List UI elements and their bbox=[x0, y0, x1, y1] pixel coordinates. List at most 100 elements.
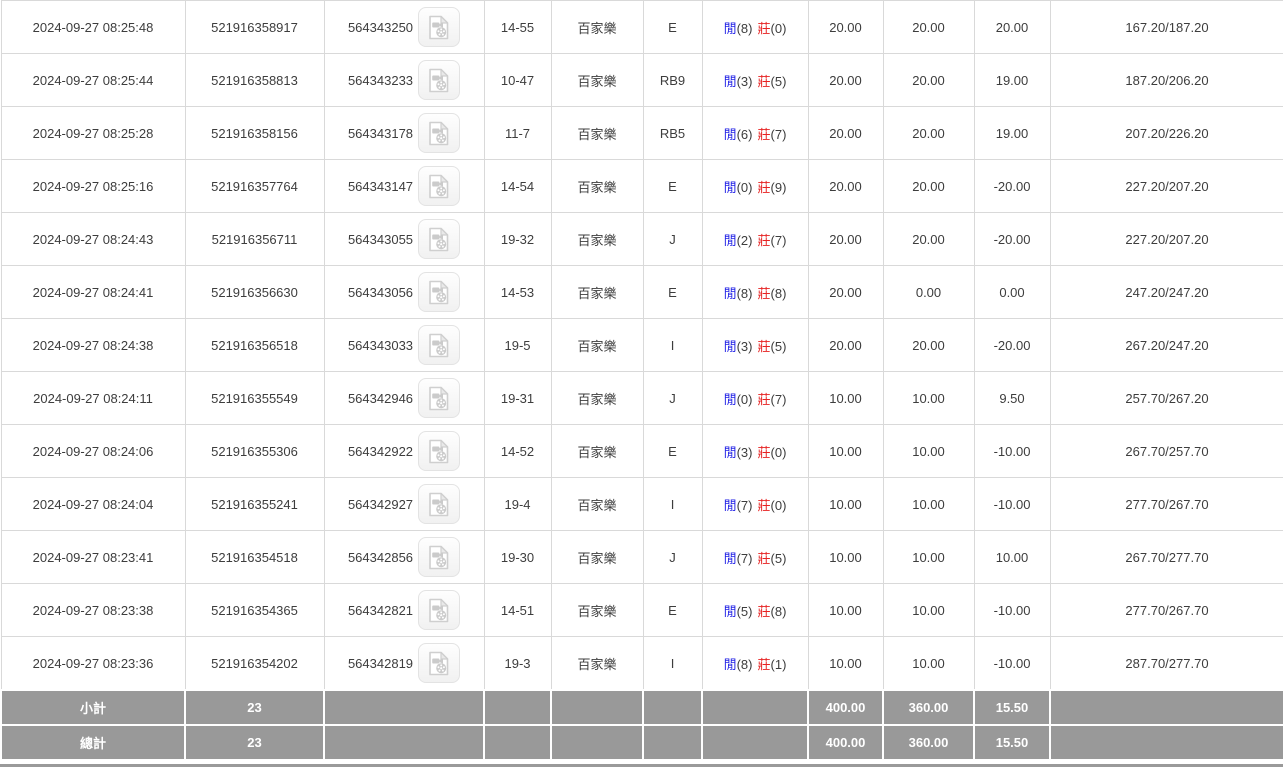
banker-label: 莊 bbox=[757, 497, 771, 513]
video-file-icon bbox=[429, 545, 449, 569]
player-score: 3 bbox=[737, 339, 753, 354]
result-code-cell: RB9 bbox=[642, 53, 703, 107]
banker-label: 莊 bbox=[757, 550, 771, 566]
round-id-cell: 564342821 bbox=[323, 583, 485, 637]
round-id-text: 564342819 bbox=[347, 655, 414, 671]
round-id-wrap: 564342927 bbox=[347, 484, 461, 524]
score-cell: 閒6莊7 bbox=[701, 106, 809, 160]
player-label: 閒 bbox=[723, 656, 737, 672]
grand-total-win-loss: 15.50 bbox=[973, 724, 1051, 761]
video-replay-button[interactable] bbox=[418, 378, 461, 418]
bet-amount-cell: 20.00 bbox=[807, 318, 884, 372]
grand-total-bet-amount: 400.00 bbox=[807, 724, 884, 761]
banker-label: 莊 bbox=[757, 232, 771, 248]
video-replay-button[interactable] bbox=[418, 219, 461, 259]
bet-time-cell: 2024-09-27 08:23:38 bbox=[0, 583, 186, 637]
game-type-cell: 百家樂 bbox=[550, 424, 644, 478]
table-number-cell: 11-7 bbox=[483, 106, 552, 160]
banker-label: 莊 bbox=[757, 338, 771, 354]
win-loss-cell: -20.00 bbox=[973, 159, 1051, 213]
bet-time-cell: 2024-09-27 08:24:06 bbox=[0, 424, 186, 478]
player-label: 閒 bbox=[723, 497, 737, 513]
table-number-cell: 14-55 bbox=[483, 0, 552, 54]
balance-cell: 187.20/206.20 bbox=[1049, 53, 1283, 107]
win-loss-cell: 20.00 bbox=[973, 0, 1051, 54]
bet-amount-cell: 20.00 bbox=[807, 0, 884, 54]
grand-total-label: 總計 bbox=[0, 724, 186, 761]
banker-label: 莊 bbox=[757, 656, 771, 672]
table-row: 2024-09-27 08:25:44 521916358813 5643432… bbox=[0, 53, 1283, 107]
round-id-text: 564342927 bbox=[347, 496, 414, 512]
banker-label: 莊 bbox=[757, 444, 771, 460]
bet-amount-cell: 20.00 bbox=[807, 265, 884, 319]
video-replay-button[interactable] bbox=[418, 431, 461, 471]
video-replay-button[interactable] bbox=[418, 272, 461, 312]
game-type-cell: 百家樂 bbox=[550, 53, 644, 107]
round-id-text: 564342821 bbox=[347, 602, 414, 618]
banker-label: 莊 bbox=[757, 603, 771, 619]
bet-time-cell: 2024-09-27 08:24:41 bbox=[0, 265, 186, 319]
bet-id-cell: 521916355306 bbox=[184, 424, 325, 478]
bet-amount-cell: 20.00 bbox=[807, 106, 884, 160]
bet-id-cell: 521916356630 bbox=[184, 265, 325, 319]
balance-cell: 247.20/247.20 bbox=[1049, 265, 1283, 319]
table-number-cell: 14-51 bbox=[483, 583, 552, 637]
round-id-text: 564342922 bbox=[347, 443, 414, 459]
subtotal-win-loss: 15.50 bbox=[973, 689, 1051, 726]
video-replay-button[interactable] bbox=[418, 7, 461, 47]
bet-time-cell: 2024-09-27 08:23:36 bbox=[0, 636, 186, 691]
round-id-cell: 564343178 bbox=[323, 106, 485, 160]
player-score: 0 bbox=[737, 392, 753, 407]
video-replay-button[interactable] bbox=[418, 60, 461, 100]
player-label: 閒 bbox=[723, 179, 737, 195]
bet-time-cell: 2024-09-27 08:24:43 bbox=[0, 212, 186, 266]
bet-id-cell: 521916358917 bbox=[184, 0, 325, 54]
video-replay-button[interactable] bbox=[418, 590, 461, 630]
player-score: 3 bbox=[737, 445, 753, 460]
bet-id-cell: 521916354202 bbox=[184, 636, 325, 691]
video-replay-button[interactable] bbox=[418, 643, 461, 683]
result-code-cell: E bbox=[642, 159, 703, 213]
result-code-cell: I bbox=[642, 477, 703, 531]
subtotal-count: 23 bbox=[184, 689, 325, 726]
valid-bet-cell: 10.00 bbox=[882, 477, 975, 531]
subtotal-valid-bet: 360.00 bbox=[882, 689, 975, 726]
video-file-icon bbox=[429, 386, 449, 410]
bet-id-cell: 521916355241 bbox=[184, 477, 325, 531]
win-loss-cell: 19.00 bbox=[973, 106, 1051, 160]
bet-id-cell: 521916357764 bbox=[184, 159, 325, 213]
round-id-wrap: 564342922 bbox=[347, 431, 461, 471]
win-loss-cell: 0.00 bbox=[973, 265, 1051, 319]
win-loss-cell: -10.00 bbox=[973, 424, 1051, 478]
subtotal-bet-amount: 400.00 bbox=[807, 689, 884, 726]
bet-amount-cell: 10.00 bbox=[807, 424, 884, 478]
win-loss-cell: 19.00 bbox=[973, 53, 1051, 107]
banker-score: 0 bbox=[771, 445, 787, 460]
banker-score: 9 bbox=[771, 180, 787, 195]
footer-gap bbox=[0, 761, 1283, 764]
balance-cell: 257.70/267.20 bbox=[1049, 371, 1283, 425]
result-code-cell: J bbox=[642, 371, 703, 425]
win-loss-cell: -10.00 bbox=[973, 477, 1051, 531]
video-replay-button[interactable] bbox=[418, 166, 461, 206]
bet-time-cell: 2024-09-27 08:24:38 bbox=[0, 318, 186, 372]
result-code-cell: I bbox=[642, 318, 703, 372]
grand-total-row: 總計 23 400.00 360.00 15.50 bbox=[0, 724, 1283, 761]
banker-score: 5 bbox=[771, 551, 787, 566]
player-label: 閒 bbox=[723, 232, 737, 248]
balance-cell: 267.70/257.70 bbox=[1049, 424, 1283, 478]
round-id-wrap: 564343147 bbox=[348, 166, 461, 206]
score-cell: 閒8莊8 bbox=[701, 265, 809, 319]
round-id-cell: 564342927 bbox=[323, 477, 485, 531]
video-replay-button[interactable] bbox=[418, 113, 461, 153]
score-cell: 閒3莊5 bbox=[701, 318, 809, 372]
video-replay-button[interactable] bbox=[418, 325, 461, 365]
video-replay-button[interactable] bbox=[418, 537, 461, 577]
round-id-cell: 564342946 bbox=[323, 371, 485, 425]
valid-bet-cell: 10.00 bbox=[882, 636, 975, 691]
banker-score: 0 bbox=[771, 21, 787, 36]
round-id-cell: 564343055 bbox=[323, 212, 485, 266]
banker-score: 1 bbox=[771, 657, 787, 672]
video-replay-button[interactable] bbox=[418, 484, 461, 524]
win-loss-cell: -10.00 bbox=[973, 636, 1051, 691]
